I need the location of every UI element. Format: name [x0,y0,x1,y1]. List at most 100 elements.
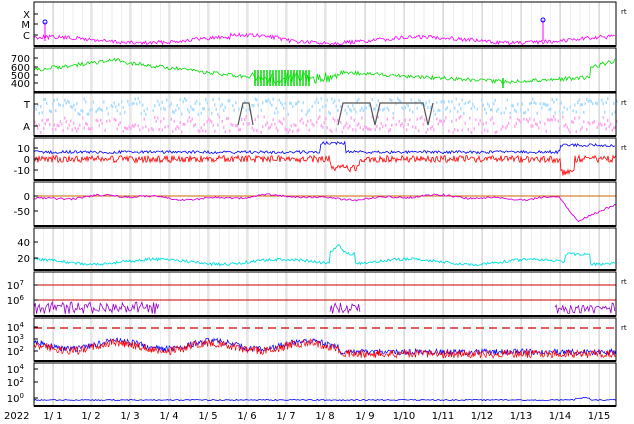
x-tick-label: 1/13 [510,411,532,422]
t-mark [607,97,609,101]
t-mark [136,102,138,106]
a-mark [265,123,267,127]
a-mark [490,118,492,122]
density-line [33,244,616,267]
a-mark [133,124,135,128]
a-mark [415,126,417,130]
a-mark [454,128,456,132]
t-mark [355,110,357,114]
a-mark [332,117,334,121]
t-mark [451,100,453,104]
t-mark [592,102,594,106]
a-mark [355,128,357,132]
a-mark [43,127,45,131]
t-mark [92,100,94,104]
a-mark [109,119,111,123]
t-mark [190,105,192,109]
t-mark [595,101,597,105]
bz-line [33,154,617,176]
a-mark [586,128,588,132]
t-mark [121,100,123,104]
t-mark [419,100,421,104]
t-mark [401,106,403,110]
a-mark [122,129,124,133]
t-mark [476,107,478,111]
a-mark [41,118,43,122]
t-mark [611,112,613,116]
t-mark [43,98,45,102]
t-mark [365,106,367,110]
t-mark [308,108,310,112]
y-tick-label: 0 [24,155,30,166]
a-mark [526,118,528,122]
a-mark [62,129,64,133]
t-mark [262,101,264,105]
t-mark [434,112,436,116]
t-mark [203,107,205,111]
a-mark [65,120,67,124]
t-mark [500,111,502,115]
a-mark [493,121,495,125]
a-mark [211,120,213,124]
t-mark [442,99,444,103]
a-mark [382,125,384,129]
t-mark [58,102,60,106]
x-tick-label: 1/14 [549,411,571,422]
t-mark [281,103,283,107]
t-mark [227,99,229,103]
t-mark [325,104,327,108]
a-mark [188,116,190,120]
t-mark [68,100,70,104]
a-mark [298,128,300,132]
t-mark [79,112,81,116]
a-mark [440,119,442,123]
a-mark [539,120,541,124]
t-mark [140,112,142,116]
t-mark [392,111,394,115]
a-mark [554,118,556,122]
a-mark [376,124,378,128]
t-mark [530,101,532,105]
x-tick-label: 1/ 6 [237,411,256,422]
t-mark [232,104,234,108]
a-mark [235,124,237,128]
a-mark [325,117,327,121]
t-mark [254,97,256,101]
a-mark [389,128,391,132]
t-mark [587,99,589,103]
a-mark [457,129,459,133]
a-mark [134,123,136,127]
a-mark [470,130,472,134]
t-mark [85,100,87,104]
a-mark [374,128,376,132]
y-tick-label: 400 [11,79,30,90]
unit-mark: rt [621,99,627,107]
a-mark [257,115,259,119]
t-mark [344,108,346,112]
a-mark [385,123,387,127]
t-mark [337,109,339,113]
a-mark [178,126,180,130]
t-mark [488,104,490,108]
t-mark [80,108,82,112]
t-mark [59,103,61,107]
t-mark [67,99,69,103]
t-mark [283,106,285,110]
a-mark [151,127,153,131]
a-mark [313,123,315,127]
a-mark [418,129,420,133]
t-mark [295,102,297,106]
t-mark [547,103,549,107]
t-mark [574,103,576,107]
t-mark [157,99,159,103]
a-mark [118,123,120,127]
t-mark [602,101,604,105]
t-mark [491,108,493,112]
t-mark [461,98,463,102]
t-mark [200,111,202,115]
t-mark [277,110,279,114]
x-tick-label: 1/ 7 [276,411,295,422]
t-mark [389,98,391,102]
panel-frames [33,1,617,407]
a-mark [226,117,228,121]
